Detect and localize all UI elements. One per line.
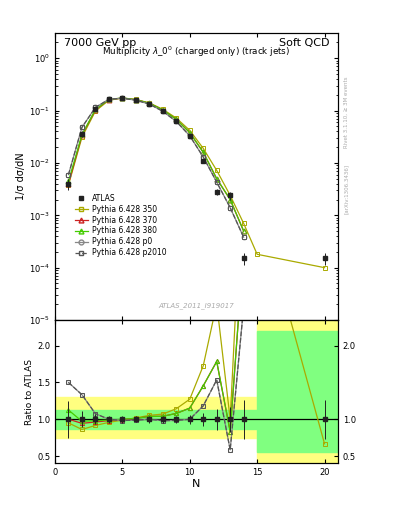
Legend: ATLAS, Pythia 6.428 350, Pythia 6.428 370, Pythia 6.428 380, Pythia 6.428 p0, Py: ATLAS, Pythia 6.428 350, Pythia 6.428 37… bbox=[73, 192, 168, 259]
Text: [arXiv:1306.3436]: [arXiv:1306.3436] bbox=[344, 164, 349, 215]
Text: Rivet 3.1.10, ≥ 3M events: Rivet 3.1.10, ≥ 3M events bbox=[344, 77, 349, 148]
X-axis label: N: N bbox=[192, 479, 201, 488]
Text: ATLAS_2011_I919017: ATLAS_2011_I919017 bbox=[159, 302, 234, 309]
Y-axis label: Ratio to ATLAS: Ratio to ATLAS bbox=[25, 359, 34, 424]
Text: 7000 GeV pp: 7000 GeV pp bbox=[64, 37, 136, 48]
Text: Multiplicity $\lambda\_0^0$ (charged only) (track jets): Multiplicity $\lambda\_0^0$ (charged onl… bbox=[102, 45, 291, 59]
Bar bbox=[257, 331, 338, 452]
Text: Soft QCD: Soft QCD bbox=[279, 37, 329, 48]
Bar bbox=[55, 410, 257, 429]
Bar bbox=[257, 320, 338, 463]
Bar bbox=[55, 397, 257, 438]
Y-axis label: 1/σ dσ/dN: 1/σ dσ/dN bbox=[16, 153, 26, 201]
